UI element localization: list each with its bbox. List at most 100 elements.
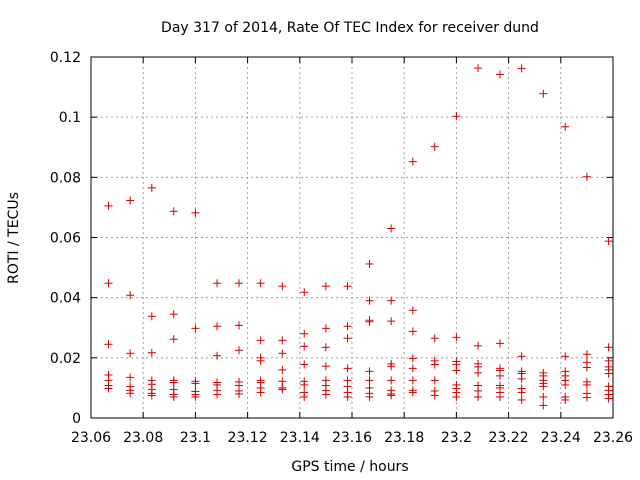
data-point	[408, 364, 417, 373]
data-point	[387, 296, 396, 305]
data-point	[430, 391, 439, 400]
data-point	[126, 373, 135, 382]
data-point	[365, 317, 374, 326]
data-point	[582, 363, 591, 372]
data-point	[365, 296, 374, 305]
data-point	[104, 340, 113, 349]
data-point	[539, 382, 548, 391]
data-point	[213, 279, 222, 288]
data-point	[604, 343, 613, 352]
chart-title: Day 317 of 2014, Rate Of TEC Index for r…	[161, 20, 539, 36]
data-point	[234, 346, 243, 355]
data-point	[517, 388, 526, 397]
data-point	[126, 389, 135, 398]
data-point	[321, 343, 330, 352]
data-point	[452, 333, 461, 342]
data-point	[539, 89, 548, 98]
data-points	[104, 64, 613, 410]
plot-area-frame	[90, 56, 614, 419]
data-point	[408, 354, 417, 363]
data-point	[582, 380, 591, 389]
data-point	[517, 352, 526, 361]
data-point	[365, 367, 374, 376]
data-point	[147, 348, 156, 357]
y-tick-label: 0.06	[50, 231, 81, 247]
data-point	[387, 224, 396, 233]
data-point	[495, 339, 504, 348]
data-point	[169, 378, 178, 387]
data-point	[495, 70, 504, 79]
data-point	[126, 291, 135, 300]
x-tick-label: 23.2	[441, 430, 472, 446]
data-point	[343, 282, 352, 291]
data-point	[169, 310, 178, 319]
data-point	[256, 336, 265, 345]
data-point	[408, 388, 417, 397]
data-point	[278, 365, 287, 374]
y-tick-label: 0	[72, 411, 81, 427]
data-point	[147, 183, 156, 192]
data-point	[278, 336, 287, 345]
data-point	[321, 362, 330, 371]
data-point	[191, 208, 200, 217]
data-point	[234, 321, 243, 330]
data-point	[408, 327, 417, 336]
data-point	[408, 157, 417, 166]
data-point	[474, 392, 483, 401]
data-point	[387, 391, 396, 400]
y-tick-label: 0.02	[50, 351, 81, 367]
data-point	[474, 341, 483, 350]
data-point	[234, 279, 243, 288]
data-point	[604, 369, 613, 378]
data-point	[387, 362, 396, 371]
data-point	[300, 380, 309, 389]
data-point	[321, 324, 330, 333]
data-point	[365, 259, 374, 268]
y-tick-label: 0.12	[50, 50, 81, 66]
data-point	[582, 393, 591, 402]
data-point	[278, 385, 287, 394]
data-point	[191, 324, 200, 333]
data-point	[561, 352, 570, 361]
y-tick-label: 0.04	[50, 291, 81, 307]
data-point	[321, 282, 330, 291]
data-point	[191, 379, 200, 388]
data-point	[234, 389, 243, 398]
data-point	[582, 350, 591, 359]
data-point	[169, 207, 178, 216]
data-point	[256, 356, 265, 365]
data-point	[517, 395, 526, 404]
x-tick-label: 23.26	[593, 430, 633, 446]
data-point	[604, 237, 613, 246]
data-point	[604, 394, 613, 403]
data-point	[430, 360, 439, 369]
x-tick-label: 23.22	[489, 430, 529, 446]
y-axis-label: ROTI / TECUs	[6, 192, 22, 284]
x-tick-label: 23.08	[123, 430, 163, 446]
x-axis-label: GPS time / hours	[291, 459, 408, 475]
x-tick-label: 23.18	[384, 430, 424, 446]
data-point	[452, 112, 461, 121]
data-point	[561, 380, 570, 389]
data-point	[365, 376, 374, 385]
data-point	[343, 364, 352, 373]
x-axis-ticks: 23.06 23.08 23.1 23.12 23.14 23.16 23.18 23.2 23…	[71, 57, 633, 446]
data-point	[517, 374, 526, 383]
data-point	[321, 390, 330, 399]
data-point	[300, 360, 309, 369]
data-point	[561, 395, 570, 404]
data-point	[517, 64, 526, 73]
data-point	[365, 392, 374, 401]
data-point	[408, 306, 417, 315]
x-tick-label: 23.1	[180, 430, 211, 446]
data-point	[408, 376, 417, 385]
data-point	[300, 329, 309, 338]
data-point	[343, 322, 352, 331]
data-point	[256, 388, 265, 397]
data-point	[213, 351, 222, 360]
x-tick-label: 23.12	[228, 430, 268, 446]
data-point	[104, 279, 113, 288]
data-point	[343, 392, 352, 401]
data-point	[300, 392, 309, 401]
